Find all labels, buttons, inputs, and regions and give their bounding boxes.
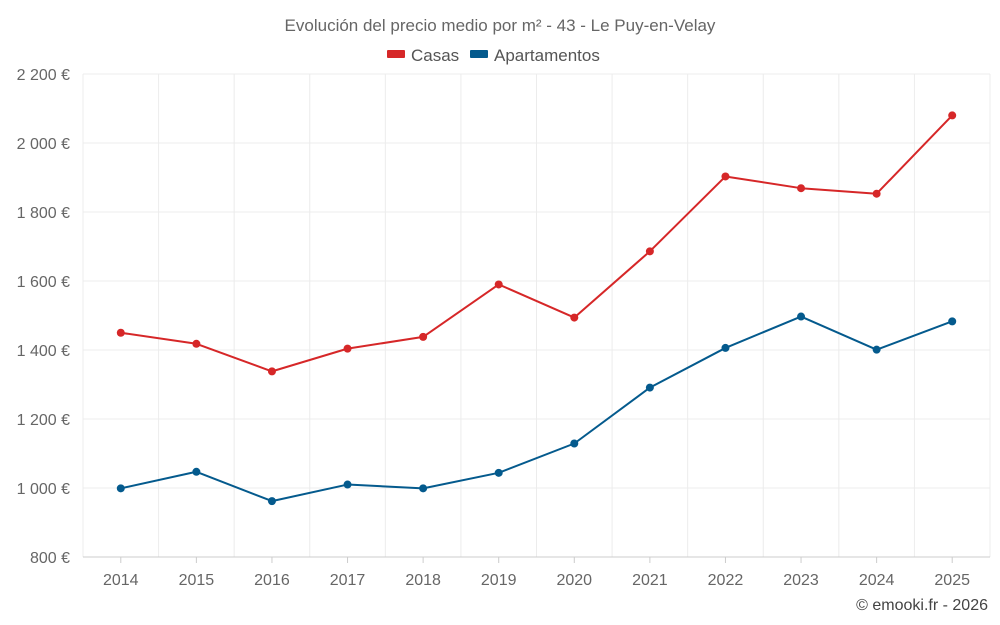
series-line-apartamentos	[120, 315, 953, 503]
x-tick-label: 2023	[783, 572, 819, 589]
legend-label-apartamentos[interactable]: Apartamentos	[494, 46, 600, 65]
data-point-casas[interactable]	[645, 247, 654, 256]
credit-text: © emooki.fr - 2026	[856, 597, 988, 614]
legend: Casas Apartamentos	[387, 46, 600, 65]
data-point-apartamentos[interactable]	[267, 497, 276, 506]
data-point-apartamentos[interactable]	[116, 484, 125, 493]
y-axis: 800 € 1 000 € 1 200 € 1 400 € 1 600 € 1 800 €…	[17, 67, 70, 567]
x-tick-label: 2016	[254, 572, 290, 589]
x-tick-label: 2014	[103, 572, 139, 589]
data-point-apartamentos[interactable]	[797, 312, 806, 321]
legend-label-casas[interactable]: Casas	[411, 46, 459, 65]
data-point-casas[interactable]	[267, 367, 276, 376]
data-point-casas[interactable]	[343, 344, 352, 353]
data-point-apartamentos[interactable]	[570, 439, 579, 448]
data-point-apartamentos[interactable]	[494, 468, 503, 477]
data-point-casas[interactable]	[948, 111, 957, 120]
data-point-apartamentos[interactable]	[192, 467, 201, 476]
data-point-apartamentos[interactable]	[721, 343, 730, 352]
x-tick-label: 2015	[179, 572, 215, 589]
data-point-apartamentos[interactable]	[872, 345, 881, 354]
data-point-casas[interactable]	[494, 280, 503, 289]
series-line-casas	[120, 114, 953, 373]
data-point-apartamentos[interactable]	[948, 317, 957, 326]
data-point-casas[interactable]	[872, 189, 881, 198]
x-axis: 2014 2015 2016 2017 2018 2019 2020 2021 2022 2023…	[83, 556, 990, 589]
x-tick-label: 2020	[556, 572, 592, 589]
data-point-casas[interactable]	[192, 339, 201, 348]
x-tick-label: 2019	[481, 572, 517, 589]
y-tick-label: 2 200 €	[17, 67, 70, 84]
x-tick-label: 2017	[330, 572, 366, 589]
data-point-apartamentos[interactable]	[645, 383, 654, 392]
y-tick-label: 1 400 €	[17, 343, 70, 360]
grid	[82, 73, 991, 557]
x-tick-label: 2018	[405, 572, 441, 589]
data-point-casas[interactable]	[570, 313, 579, 322]
x-tick-label: 2022	[708, 572, 744, 589]
data-point-apartamentos[interactable]	[343, 480, 352, 489]
chart-title: Evolución del precio medio por m² - 43 -…	[285, 16, 716, 35]
x-tick-label: 2021	[632, 572, 668, 589]
x-tick-label: 2025	[934, 572, 970, 589]
legend-swatch-casas	[387, 50, 405, 58]
legend-swatch-apartamentos	[470, 50, 488, 58]
y-tick-label: 2 000 €	[17, 136, 70, 153]
data-point-casas[interactable]	[419, 332, 428, 341]
y-tick-label: 1 600 €	[17, 274, 70, 291]
x-tick-label: 2024	[859, 572, 895, 589]
y-tick-label: 800 €	[30, 550, 70, 567]
data-point-casas[interactable]	[116, 328, 125, 337]
data-point-apartamentos[interactable]	[419, 484, 428, 493]
y-tick-label: 1 200 €	[17, 412, 70, 429]
data-point-casas[interactable]	[721, 172, 730, 181]
data-point-casas[interactable]	[797, 184, 806, 193]
y-tick-label: 1 800 €	[17, 205, 70, 222]
y-tick-label: 1 000 €	[17, 481, 70, 498]
series-group	[116, 111, 957, 506]
